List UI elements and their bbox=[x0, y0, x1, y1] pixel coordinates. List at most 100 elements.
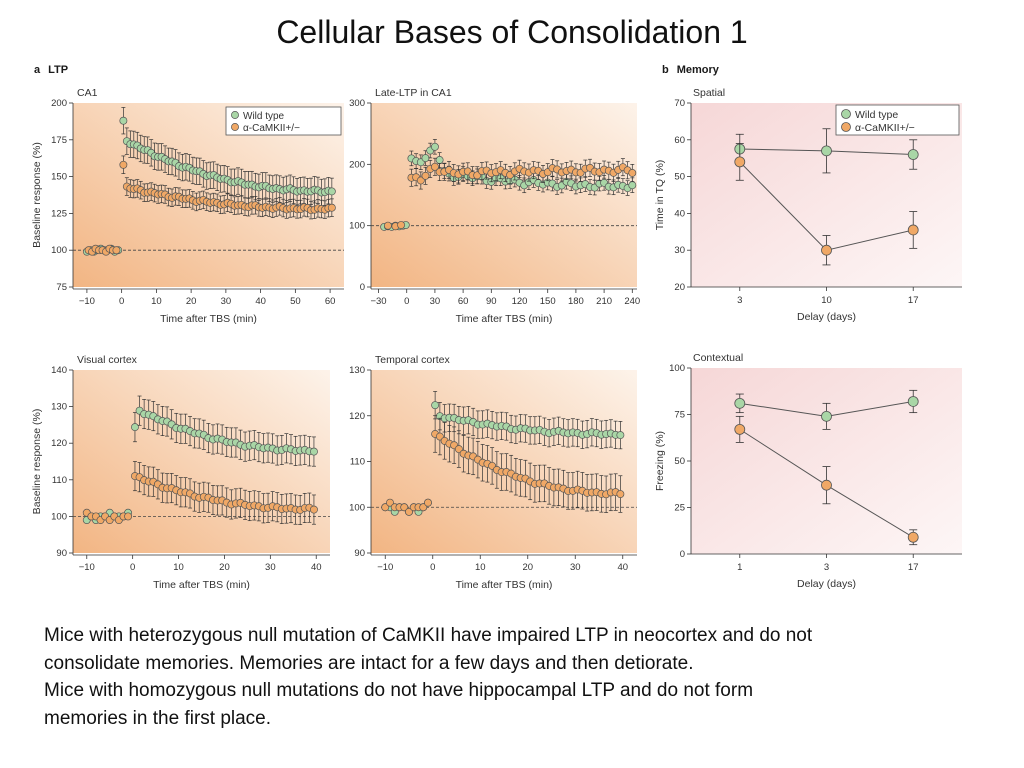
x-tick-label: 210 bbox=[596, 296, 612, 307]
x-tick-label: 20 bbox=[522, 562, 533, 573]
x-tick-label: 20 bbox=[186, 296, 197, 307]
x-tick-label: 180 bbox=[568, 296, 584, 307]
y-tick-label: 100 bbox=[349, 502, 365, 513]
y-tick-label: 20 bbox=[674, 282, 685, 293]
caption-line-4: memories in the first place. bbox=[44, 707, 272, 729]
y-tick-label: 100 bbox=[51, 245, 67, 256]
y-tick-label: 0 bbox=[680, 549, 685, 560]
series-camkii bbox=[381, 415, 625, 516]
y-tick-label: 300 bbox=[349, 98, 365, 109]
x-tick-label: 0 bbox=[404, 296, 409, 307]
series-camkii bbox=[734, 415, 919, 546]
y-axis-label: Baseline response (%) bbox=[31, 409, 43, 515]
y-tick-label: 150 bbox=[51, 172, 67, 183]
y-tick-label: 200 bbox=[51, 98, 67, 109]
x-tick-label: 10 bbox=[173, 562, 184, 573]
data-point bbox=[907, 396, 919, 407]
series-camkii bbox=[84, 155, 336, 256]
legend-label: Wild type bbox=[243, 111, 285, 122]
chart-spatial: 20 30 40 50 60 70 3 10 17 Delay (days) Time in TQ … bbox=[654, 87, 962, 323]
chart-ca1: 75 100 125 150 175 200 −10 0 10 20 30 40 50 60 Time af… bbox=[31, 87, 344, 325]
data-point bbox=[616, 431, 625, 440]
series-wild-type bbox=[734, 389, 919, 430]
data-point bbox=[327, 187, 336, 196]
data-point bbox=[419, 503, 428, 512]
caption: Mice with heterozygous null mutation of … bbox=[44, 622, 1004, 732]
legend-box bbox=[225, 106, 342, 136]
x-tick-label: 60 bbox=[325, 296, 336, 307]
data-point bbox=[124, 512, 133, 521]
x-axis-label: Time after TBS (min) bbox=[153, 579, 250, 591]
x-tick-label: 20 bbox=[219, 562, 230, 573]
x-tick-label: −10 bbox=[79, 296, 95, 307]
legend-box bbox=[835, 104, 960, 136]
legend-label: α-CaMKII+/− bbox=[243, 123, 300, 134]
legend-marker bbox=[841, 122, 851, 132]
panel-title: Contextual bbox=[693, 352, 743, 364]
y-tick-label: 110 bbox=[350, 457, 365, 468]
chart-visual: 90 100 110 120 130 140 −10 0 10 20 30 40 Time after … bbox=[31, 354, 330, 591]
data-point bbox=[616, 490, 625, 498]
data-point bbox=[383, 221, 392, 230]
legend-marker bbox=[231, 123, 239, 131]
data-point bbox=[381, 503, 390, 512]
plot-background bbox=[371, 370, 637, 553]
x-tick-label: 3 bbox=[824, 562, 829, 573]
y-tick-label: 120 bbox=[51, 438, 67, 449]
slide-title: Cellular Bases of Consolidation 1 bbox=[276, 14, 748, 50]
section-a-label: a LTP bbox=[34, 64, 76, 76]
panel-title: CA1 bbox=[77, 87, 98, 99]
series-camkii bbox=[383, 157, 637, 231]
data-point bbox=[131, 423, 139, 432]
data-point bbox=[821, 145, 832, 157]
data-point bbox=[421, 154, 430, 163]
x-tick-label: 10 bbox=[151, 296, 162, 307]
section-b-label: b Memory bbox=[662, 64, 727, 76]
section-b-letter: b bbox=[662, 64, 669, 76]
x-tick-label: −10 bbox=[79, 562, 95, 573]
y-axis-label: Freezing (%) bbox=[654, 431, 666, 491]
data-point bbox=[119, 116, 128, 125]
y-tick-label: 25 bbox=[674, 503, 685, 514]
chart-late-ltp: 0 100 200 300 −30 0 30 60 90 120 150 180 210 240 Time … bbox=[349, 87, 640, 325]
y-tick-label: 100 bbox=[349, 221, 365, 232]
caption-line-1: Mice with heterozygous null mutation of … bbox=[44, 625, 813, 646]
data-point bbox=[309, 447, 318, 456]
plot-background bbox=[73, 370, 330, 553]
y-tick-label: 130 bbox=[349, 365, 365, 376]
data-point bbox=[734, 156, 746, 168]
x-axis-label: Delay (days) bbox=[797, 578, 856, 590]
y-tick-label: 30 bbox=[674, 245, 685, 256]
section-b-title: Memory bbox=[676, 64, 719, 76]
data-point bbox=[430, 142, 439, 151]
x-axis-label: Time after TBS (min) bbox=[160, 313, 257, 325]
x-axis-label: Delay (days) bbox=[797, 311, 856, 323]
x-tick-label: −10 bbox=[377, 562, 393, 573]
y-tick-label: 110 bbox=[52, 475, 67, 486]
data-point bbox=[119, 160, 128, 169]
data-point bbox=[821, 244, 832, 256]
y-axis-label: Baseline response (%) bbox=[31, 142, 43, 248]
x-tick-label: −30 bbox=[370, 296, 386, 307]
x-tick-label: 0 bbox=[130, 562, 135, 573]
y-tick-label: 40 bbox=[674, 208, 685, 219]
y-axis-label: Time in TQ (%) bbox=[654, 160, 666, 231]
data-point bbox=[821, 479, 832, 491]
y-tick-label: 100 bbox=[669, 363, 685, 374]
data-point bbox=[628, 181, 637, 190]
panel-title: Late-LTP in CA1 bbox=[375, 87, 452, 99]
x-tick-label: 30 bbox=[265, 562, 276, 573]
data-point bbox=[112, 246, 121, 255]
y-tick-label: 90 bbox=[354, 548, 365, 559]
panel-title: Visual cortex bbox=[77, 354, 138, 366]
y-tick-label: 120 bbox=[349, 411, 365, 422]
x-tick-label: 50 bbox=[290, 296, 301, 307]
section-a-letter: a bbox=[34, 64, 41, 76]
x-tick-label: 30 bbox=[221, 296, 232, 307]
x-tick-label: 17 bbox=[908, 562, 919, 573]
x-tick-label: 1 bbox=[737, 562, 742, 573]
data-point bbox=[454, 445, 463, 454]
